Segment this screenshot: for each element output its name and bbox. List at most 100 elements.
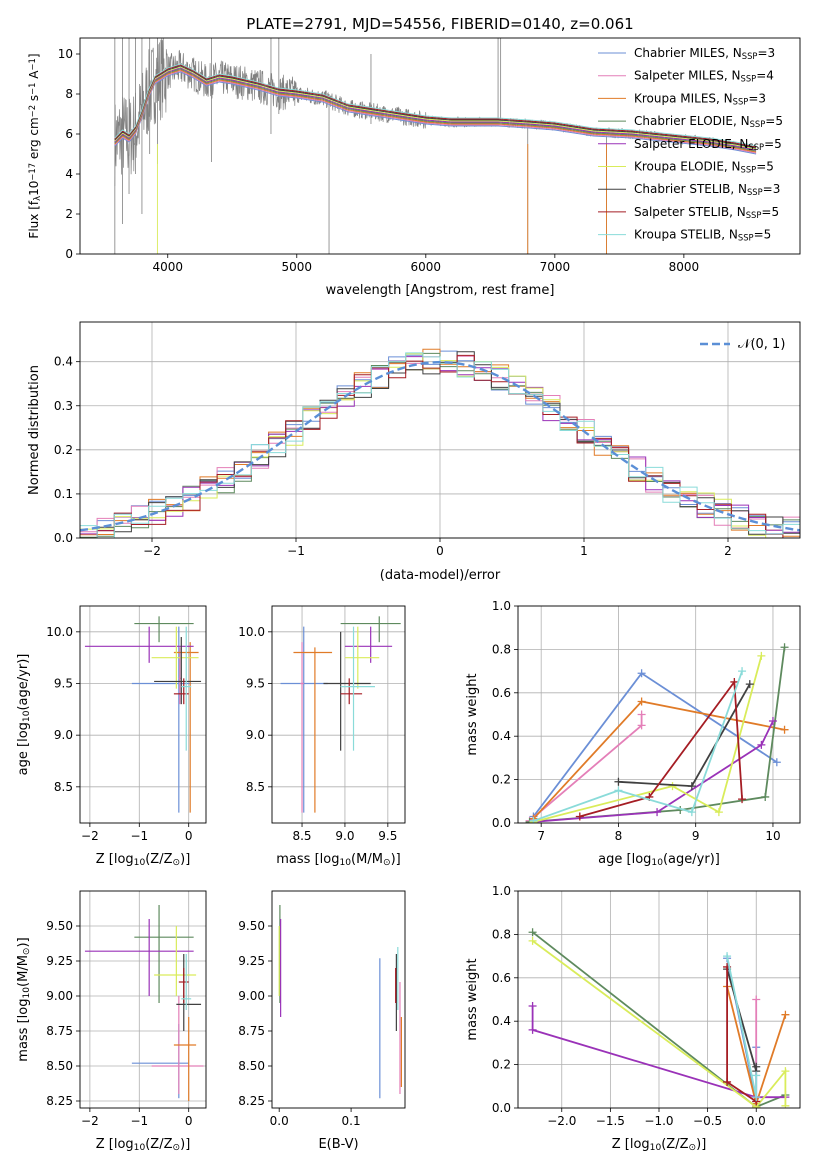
x-tick-label: −2 (143, 544, 161, 558)
x-axis-label: mass [log10(M/M⊙)] (276, 852, 400, 868)
y-tick-label: 1.0 (492, 884, 511, 898)
legend-entry-chabrier-miles: Chabrier MILES, NSSP=3 (634, 46, 775, 61)
y-tick-label: 9.00 (46, 989, 73, 1003)
massweight-vs-age-panel: 7 8 9 10 0.0 0.2 0.4 0.6 0.8 1.0 age [log10(age/yr… (465, 599, 801, 868)
y-tick-label: 0.0 (492, 816, 511, 830)
axes-frame (517, 605, 801, 824)
weight-marker (529, 816, 538, 823)
y-tick-label: 9.25 (238, 954, 265, 968)
weight-marker (637, 721, 646, 730)
y-tick-label: 10 (58, 47, 73, 61)
y-tick-label: 10.0 (238, 625, 265, 639)
residual-panel: −2 −1 0 1 2 0.0 0.1 0.2 0.3 0.4 𝒩(0, 1) (data-model… (27, 321, 801, 583)
errorbar-chabrier-stelib (154, 637, 202, 705)
x-tick-label: −2 (81, 829, 99, 843)
y-tick-label: 0.2 (54, 443, 73, 457)
legend-entry-salpeter-miles: Salpeter MILES, NSSP=4 (634, 69, 774, 84)
weight-line-kroupa-elodie (532, 940, 787, 1108)
weight-line-chabrier-stelib (726, 968, 758, 1072)
axes-frame (79, 37, 801, 255)
y-tick-label: 9.50 (46, 919, 73, 933)
y-tick-label: 0.6 (492, 971, 511, 985)
y-axis-label: mass weight (465, 673, 480, 755)
weight-line-kroupa-miles (532, 700, 785, 820)
massweight-vs-metallicity-panel: −2.0 −1.5 −1.0 −0.5 0.0 0.0 0.2 0.4 0.6 0.8 1.0 Z [… (465, 884, 801, 1153)
weight-marker (757, 740, 766, 749)
errorbar-kroupa-elodie (151, 626, 199, 689)
legend-entry-kroupa-stelib: Kroupa STELIB, NSSP=5 (634, 228, 771, 243)
y-tick-label: 0.0 (492, 1101, 511, 1115)
y-tick-label: 8.5 (246, 780, 265, 794)
weight-line-chabrier-miles (532, 672, 778, 818)
x-tick-label: −1.5 (596, 1114, 625, 1128)
weight-marker (738, 667, 747, 676)
weight-marker (637, 669, 646, 678)
y-tick-label: 9.0 (246, 728, 265, 742)
x-tick-label: 9.5 (378, 829, 397, 843)
weight-marker (752, 995, 761, 1004)
x-tick-label: −1.0 (644, 1114, 673, 1128)
x-tick-label: 0.0 (270, 1114, 289, 1128)
weight-line-salpeter-elodie (531, 1006, 786, 1099)
x-axis-label: Z [log10(Z/Z⊙)] (96, 1137, 191, 1153)
errorbar-salpeter-elodie (344, 626, 393, 663)
x-tick-label: −1 (130, 829, 148, 843)
age-vs-metallicity-panel: −2 −1 0 8.5 9.0 9.5 10.0 Z [log10(Z/Z⊙)] age [lo… (16, 605, 207, 868)
y-tick-label: 10.0 (46, 625, 73, 639)
x-tick-label: 0 (185, 829, 193, 843)
y-tick-label: 0.8 (492, 927, 511, 941)
y-tick-label: 0 (65, 247, 73, 261)
weight-marker (528, 1002, 537, 1011)
x-axis-label: (data-model)/error (380, 568, 501, 583)
weight-marker (752, 1071, 761, 1080)
axes-frame (271, 605, 406, 824)
errorbar-salpeter-elodie (84, 626, 194, 663)
weight-line-salpeter-stelib (579, 679, 743, 818)
y-axis-label: age [log10(age/yr)] (16, 654, 32, 776)
y-tick-label: 8.75 (238, 1024, 265, 1038)
y-tick-label: 8.25 (238, 1094, 265, 1108)
axes-frame (79, 890, 207, 1109)
errorbar-chabrier-elodie (134, 616, 194, 643)
y-tick-label: 8.75 (46, 1024, 73, 1038)
weight-marker (723, 1077, 732, 1086)
model-line-kroupa-stelib (114, 63, 757, 147)
x-tick-label: 1 (580, 544, 588, 558)
y-tick-label: 0.4 (492, 1014, 511, 1028)
errorbar-salpeter-stelib (178, 968, 189, 1003)
spectrum-panel: 4000 5000 6000 7000 8000 0 2 4 6 8 10 wavelength [A… (27, 37, 801, 298)
legend-entry-normal: 𝒩(0, 1) (738, 337, 785, 352)
y-tick-label: 9.50 (238, 919, 265, 933)
weight-marker (781, 1067, 790, 1076)
x-tick-label: 9.0 (335, 829, 354, 843)
weight-marker (614, 786, 623, 795)
y-axis-label: Normed distribution (27, 365, 42, 495)
legend-entry-kroupa-miles: Kroupa MILES, NSSP=3 (634, 91, 766, 106)
weight-marker (575, 812, 584, 821)
weight-line-kroupa-stelib (533, 670, 743, 822)
y-tick-label: 1.0 (492, 599, 511, 613)
y-axis-label: Flux [fλ10−17 erg cm−2 s−1 A−1] (27, 53, 42, 238)
y-tick-label: 9.0 (54, 728, 73, 742)
weight-marker (780, 643, 789, 652)
axes-frame (79, 605, 207, 824)
weight-marker (637, 710, 646, 719)
errorbar-kroupa-stelib (340, 626, 375, 751)
mass-vs-extinction-panel: 0.0 0.1 8.25 8.50 8.75 9.00 9.25 9.50 E(B-V) (238, 890, 406, 1152)
y-tick-label: 0.1 (54, 487, 73, 501)
errorbar-salpeter-miles (300, 642, 304, 813)
weight-marker (723, 952, 732, 961)
errorbar-kroupa-elodie (154, 926, 197, 996)
errorbar-salpeter-elodie (84, 919, 194, 996)
weight-marker (772, 758, 781, 767)
x-tick-label: 0.0 (747, 1114, 766, 1128)
errorbar-kroupa-elodie (344, 626, 380, 689)
x-tick-label: −1 (130, 1114, 148, 1128)
y-tick-label: 8.5 (54, 780, 73, 794)
legend-entry-salpeter-elodie: Salpeter ELODIE, NSSP=5 (634, 137, 782, 152)
weight-line-kroupa-stelib (726, 955, 758, 1098)
weight-marker (714, 808, 723, 817)
x-axis-label: Z [log10(Z/Z⊙)] (612, 1137, 707, 1153)
x-tick-label: 5000 (282, 260, 313, 274)
x-axis-label: E(B-V) (318, 1137, 358, 1152)
